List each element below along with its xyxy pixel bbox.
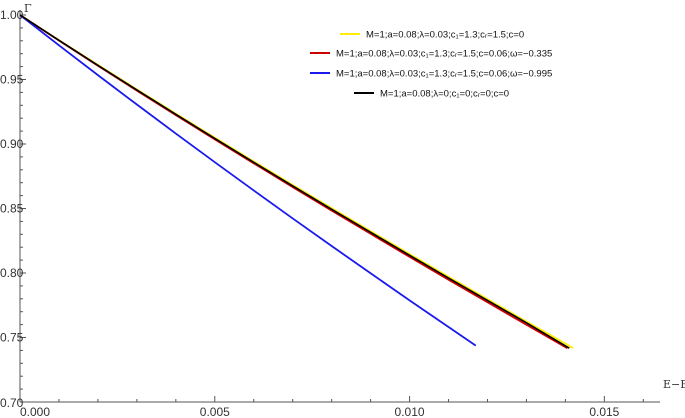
y-tick-label: 0.95 bbox=[0, 73, 24, 87]
y-tick-label: 0.90 bbox=[0, 137, 24, 151]
x-tick-label: 0.010 bbox=[395, 405, 425, 418]
legend-label-2: M=1;a=0.08;λ=0.03;c₁=1.3;cᵣ=1.5;c=0.06;ω… bbox=[336, 49, 552, 60]
y-tick-label: 0.80 bbox=[0, 266, 24, 280]
legend-label-4: M=1;a=0.08;λ=0;c₁=0;cᵣ=0;c=0 bbox=[380, 89, 509, 100]
x-axis-title: E−E₀ bbox=[663, 378, 685, 391]
y-tick-label: 0.75 bbox=[0, 331, 24, 345]
y-tick-label: 1.00 bbox=[0, 8, 24, 22]
x-tick-label: 0.015 bbox=[589, 405, 619, 418]
series-line-1 bbox=[19, 14, 574, 349]
x-tick-label: 0.005 bbox=[200, 405, 230, 418]
x-tick-label: 0.000 bbox=[20, 405, 50, 418]
y-axis-title: Γ bbox=[24, 2, 32, 15]
legend: M=1;a=0.08;λ=0.03;c₁=1.3;cᵣ=1.5;c=0 M=1;a… bbox=[310, 30, 552, 100]
series-line-4 bbox=[19, 14, 570, 349]
y-tick-label: 0.70 bbox=[0, 396, 24, 410]
legend-label-1: M=1;a=0.08;λ=0.03;c₁=1.3;cᵣ=1.5;c=0 bbox=[366, 30, 524, 41]
y-tick-label: 0.85 bbox=[0, 202, 24, 216]
series-line-3 bbox=[19, 14, 477, 347]
legend-label-3: M=1;a=0.08;λ=0.03;c₁=1.3;cᵣ=1.5;c=0.06;ω… bbox=[336, 69, 552, 80]
